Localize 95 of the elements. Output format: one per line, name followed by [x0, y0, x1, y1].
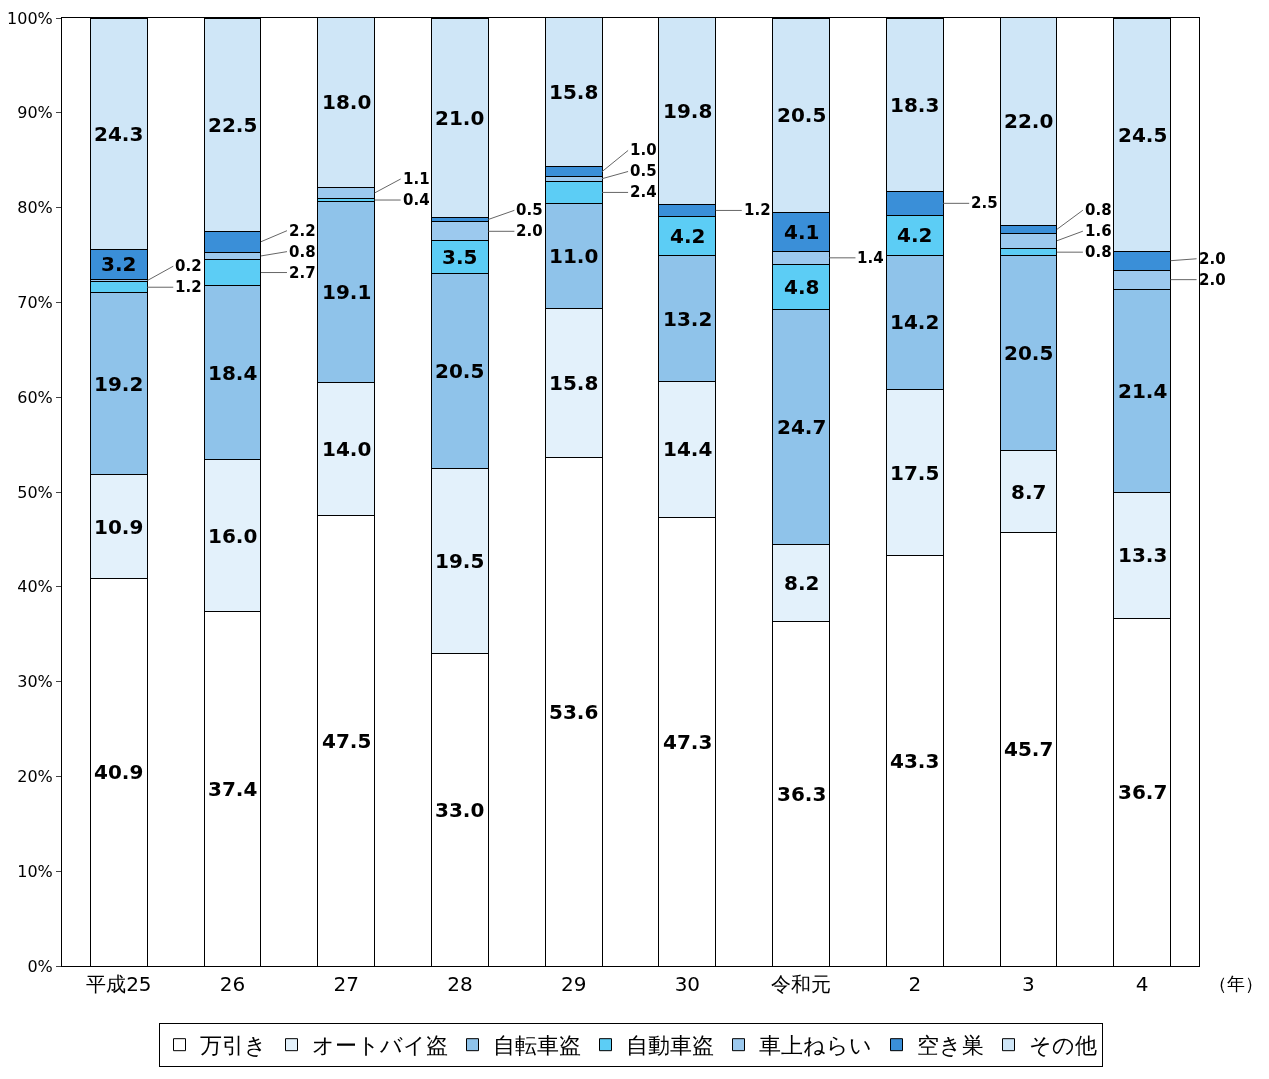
- data-label: 2.0: [1199, 250, 1226, 268]
- x-tick-label: 2: [908, 972, 922, 996]
- data-label: 18.3: [890, 93, 940, 117]
- legend-label: 万引き: [199, 1033, 267, 1059]
- data-label: 18.0: [322, 90, 372, 114]
- data-label: 19.5: [435, 549, 485, 573]
- data-label: 1.6: [1085, 222, 1112, 240]
- data-label: 36.7: [1118, 780, 1168, 804]
- data-label: 4.2: [670, 224, 706, 248]
- data-label: 36.3: [777, 782, 827, 806]
- data-label: 15.8: [549, 80, 599, 104]
- data-label: 21.4: [1118, 379, 1168, 403]
- data-label: 20.5: [1004, 341, 1054, 365]
- y-tick-label: 80%: [17, 198, 53, 218]
- data-label: 37.4: [208, 777, 258, 801]
- x-tick-label: 26: [219, 972, 246, 996]
- text: （年）: [1209, 973, 1263, 994]
- data-label: 2.4: [630, 183, 657, 201]
- data-label: 0.4: [403, 191, 430, 209]
- legend-label: 自動車盗: [625, 1033, 714, 1059]
- data-label: 4.1: [784, 220, 820, 244]
- data-label: 33.0: [435, 798, 485, 822]
- data-label: 3.2: [101, 252, 137, 276]
- legend-label: 車上ねらい: [758, 1033, 872, 1059]
- data-label: 18.4: [208, 361, 258, 385]
- data-label: 1.0: [630, 141, 657, 159]
- y-tick-label: 30%: [17, 672, 53, 692]
- data-label: 1.1: [403, 170, 430, 188]
- data-label: 8.2: [784, 571, 820, 595]
- x-tick-label: 4: [1135, 972, 1149, 996]
- y-tick-label: 60%: [17, 387, 53, 407]
- data-label: 8.7: [1011, 480, 1047, 504]
- data-label: 2.5: [971, 194, 998, 212]
- data-label: 20.5: [777, 103, 827, 127]
- y-tick-label: 90%: [17, 103, 53, 123]
- x-tick-label: 令和元: [771, 972, 832, 996]
- data-label: 47.3: [663, 730, 713, 754]
- data-label: 11.0: [549, 244, 599, 268]
- data-label: 0.2: [175, 257, 202, 275]
- x-tick-label: 29: [560, 972, 587, 996]
- data-label: 0.8: [1085, 201, 1112, 219]
- y-tick-label: 70%: [17, 293, 53, 312]
- data-label: 43.3: [890, 749, 940, 773]
- data-label: 19.2: [94, 372, 144, 396]
- data-label: 22.0: [1004, 109, 1054, 133]
- data-label: 53.6: [549, 700, 599, 724]
- data-label: 16.0: [208, 524, 258, 548]
- data-label: 14.4: [663, 437, 713, 461]
- data-label: 2.0: [1199, 271, 1226, 289]
- x-tick-label: 30: [674, 972, 701, 996]
- data-label: 1.2: [744, 201, 771, 219]
- x-tick-label: 28: [447, 972, 473, 996]
- data-label: 13.2: [663, 307, 713, 331]
- legend-label: 自転車盗: [492, 1033, 581, 1059]
- data-label: 20.5: [435, 359, 485, 383]
- data-label: 45.7: [1004, 737, 1054, 761]
- data-label: 0.5: [630, 162, 657, 180]
- y-tick-label: 10%: [17, 861, 53, 881]
- data-label: 17.5: [890, 461, 940, 485]
- data-label: 14.0: [322, 437, 372, 461]
- legend-label: その他: [1028, 1033, 1097, 1059]
- data-label: 19.1: [322, 280, 372, 304]
- legend-label: 空き巣: [916, 1033, 984, 1059]
- data-label: 0.5: [516, 201, 543, 219]
- data-label: 0.8: [1085, 243, 1112, 261]
- data-label: 14.2: [890, 310, 940, 334]
- y-tick-label: 50%: [17, 482, 53, 502]
- x-tick-label: 3: [1022, 972, 1035, 996]
- data-label: 10.9: [94, 515, 144, 539]
- data-label: 1.4: [857, 249, 884, 267]
- data-label: 3.5: [442, 245, 478, 269]
- x-tick-label: 27: [333, 972, 359, 996]
- data-label: 47.5: [322, 729, 372, 753]
- y-tick-label: 100%: [7, 8, 53, 28]
- data-label: 4.2: [897, 223, 933, 247]
- data-label: 0.8: [289, 243, 316, 261]
- x-tick-label: 平成25: [86, 972, 152, 996]
- data-label: 19.8: [663, 99, 713, 123]
- data-label: 13.3: [1118, 543, 1168, 567]
- data-label: 24.3: [94, 122, 144, 146]
- y-tick-label: 40%: [17, 577, 53, 597]
- data-label: 15.8: [549, 371, 599, 395]
- data-label: 21.0: [435, 106, 485, 130]
- data-label: 2.2: [289, 222, 316, 240]
- data-label: 24.5: [1118, 123, 1168, 147]
- data-label: 22.5: [208, 113, 258, 137]
- y-tick-label: 0%: [27, 956, 53, 976]
- data-label: 4.8: [784, 275, 820, 299]
- data-label: 1.2: [175, 278, 202, 296]
- legend-label: オートバイ盗: [311, 1033, 448, 1059]
- data-label: 40.9: [94, 760, 144, 784]
- data-label: 2.7: [289, 264, 316, 282]
- data-label: 24.7: [777, 415, 827, 439]
- y-tick-label: 20%: [17, 767, 53, 786]
- data-label: 2.0: [516, 222, 543, 240]
